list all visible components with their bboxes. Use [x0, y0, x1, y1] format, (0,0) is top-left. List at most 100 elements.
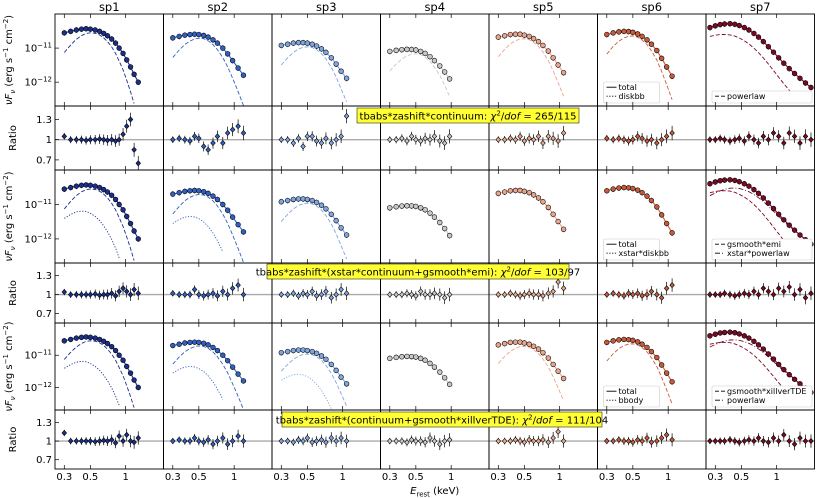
spectrum-point	[717, 178, 723, 184]
spectrum-point	[765, 44, 772, 50]
spectrum-point	[707, 333, 713, 339]
spectrum-point	[78, 334, 85, 340]
total-model	[709, 179, 812, 245]
spectrum-point	[625, 185, 632, 191]
ratio-point	[333, 438, 339, 445]
spectrum-point	[87, 182, 94, 188]
spectrum-point	[648, 197, 655, 204]
ratio-point	[535, 133, 542, 140]
ratio-point	[625, 438, 632, 445]
component-diskbb	[172, 37, 244, 106]
spectrum-point	[521, 32, 528, 38]
ratio-point	[654, 140, 660, 147]
ratio-point	[644, 434, 650, 441]
spectrum-point	[68, 336, 74, 343]
ratio-point	[187, 137, 193, 145]
ratio-point	[555, 137, 561, 145]
component-diskbb	[280, 46, 348, 102]
spectrum-point	[446, 232, 453, 239]
component-xillverTDE	[281, 373, 332, 409]
ratio-point	[399, 438, 405, 445]
model-label: tbabs*zashift*(xstar*continuum+gsmooth*e…	[256, 266, 581, 279]
panel-r2-sp5	[488, 169, 598, 264]
spectrum-point	[210, 344, 216, 351]
ratio-point	[770, 129, 777, 136]
ratio-point	[512, 436, 519, 443]
ratio-point	[399, 291, 405, 298]
ratio-point	[61, 429, 67, 437]
ratio-point	[224, 291, 231, 298]
ylabel-part: (erg s	[4, 214, 15, 246]
spectrum-point	[333, 217, 339, 224]
spectrum-point	[210, 193, 216, 199]
panel-r0-sp2	[163, 13, 273, 107]
spectrum-point	[422, 50, 428, 57]
panel-r2-sp2	[163, 169, 273, 264]
component-diskbb	[497, 38, 565, 97]
spectrum-point	[808, 84, 814, 91]
ratio-point	[96, 135, 103, 143]
legend-box	[711, 90, 813, 104]
ratio-point	[214, 438, 221, 445]
ratio-point	[205, 291, 211, 298]
ratio-point	[220, 140, 226, 147]
spectrum-point	[131, 228, 137, 234]
panel-r5-sp6	[597, 409, 707, 470]
ratio-point	[644, 137, 650, 145]
spectrum-point	[235, 371, 241, 377]
ratio-point	[67, 291, 74, 298]
ratio-point	[781, 140, 787, 147]
x-tick-label: 0.3	[273, 472, 289, 483]
ratio-point	[304, 133, 311, 140]
spectrum-point	[775, 55, 782, 61]
ylabel-part: F	[4, 400, 15, 406]
model-label: tbabs*zashift*(continuum+gsmooth*xillver…	[276, 414, 608, 427]
ratio-point	[182, 291, 188, 298]
component-powerlaw	[709, 339, 812, 393]
spectrum-point	[338, 68, 344, 74]
ratio-point	[127, 116, 134, 123]
ratio-point	[187, 291, 193, 298]
ratio-point	[634, 436, 641, 443]
ratio-point	[717, 135, 723, 142]
spectrum-point	[61, 186, 67, 192]
y-tick-label: 10−12	[24, 232, 52, 245]
total-model	[498, 33, 565, 74]
spectrum-point	[560, 375, 567, 382]
ratio-point	[235, 282, 241, 289]
spectrum-point	[621, 184, 627, 191]
ratio-point	[240, 129, 247, 136]
ratio-point	[616, 135, 622, 142]
spectrum-point	[61, 338, 67, 344]
ratio-point	[721, 290, 728, 297]
ratio-point	[387, 438, 393, 445]
model-labels: tbabs*zashift*continuum: χ2/dof = 265/11…	[256, 107, 608, 428]
ratio-point	[712, 438, 718, 445]
ratio-point	[604, 135, 610, 142]
ratio-point	[802, 438, 809, 445]
ratio-point	[517, 292, 523, 299]
ratio-point	[284, 438, 291, 445]
spectrum-point	[309, 41, 315, 47]
ratio-point	[630, 291, 636, 298]
spectrum-point	[751, 338, 757, 345]
column-titles: sp1 sp2 sp3 sp4 sp5 sp6 sp7	[99, 0, 771, 14]
ratio-point	[284, 136, 291, 143]
spectrum-point	[717, 21, 723, 28]
ratio-point	[309, 439, 315, 446]
panel-r1-sp3	[271, 105, 381, 171]
panel-frame	[488, 169, 598, 264]
ratio-point	[343, 290, 350, 297]
spectrum-point	[560, 69, 567, 76]
legend-box	[603, 385, 660, 408]
spectrum-point	[343, 381, 350, 387]
spectrum-point	[220, 201, 226, 208]
x-tick-label: 0.3	[165, 472, 181, 483]
ylabel-part: ν	[9, 246, 17, 250]
ratio-point	[235, 123, 241, 130]
panel-frame	[488, 13, 598, 107]
tick-exp: −12	[37, 76, 52, 84]
ratio-point	[712, 136, 718, 143]
ratio-ylabel: Ratio	[8, 280, 19, 306]
ratio-point	[112, 439, 119, 446]
